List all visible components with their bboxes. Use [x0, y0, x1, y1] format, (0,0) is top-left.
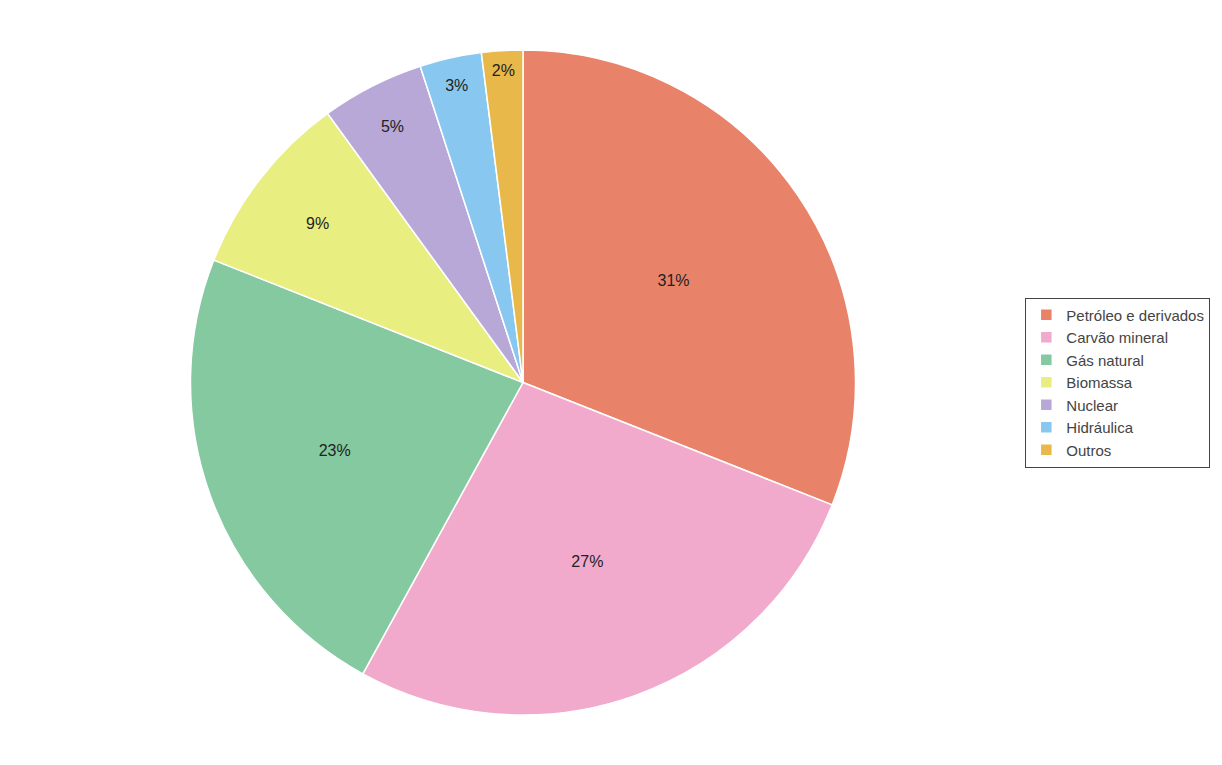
svg-text:Biomassa: Biomassa — [1066, 374, 1133, 391]
svg-text:31%: 31% — [658, 272, 690, 289]
svg-text:3%: 3% — [445, 77, 468, 94]
svg-text:5%: 5% — [381, 118, 404, 135]
svg-text:Gás natural: Gás natural — [1066, 352, 1144, 369]
svg-text:Nuclear: Nuclear — [1066, 397, 1118, 414]
svg-text:Hidráulica: Hidráulica — [1066, 419, 1133, 436]
svg-text:2%: 2% — [492, 62, 515, 79]
svg-text:23%: 23% — [319, 442, 351, 459]
svg-text:Carvão mineral: Carvão mineral — [1066, 329, 1168, 346]
svg-text:9%: 9% — [306, 215, 329, 232]
svg-text:Petróleo e derivados: Petróleo e derivados — [1066, 307, 1204, 324]
svg-text:27%: 27% — [571, 553, 603, 570]
svg-text:Outros: Outros — [1066, 442, 1111, 459]
